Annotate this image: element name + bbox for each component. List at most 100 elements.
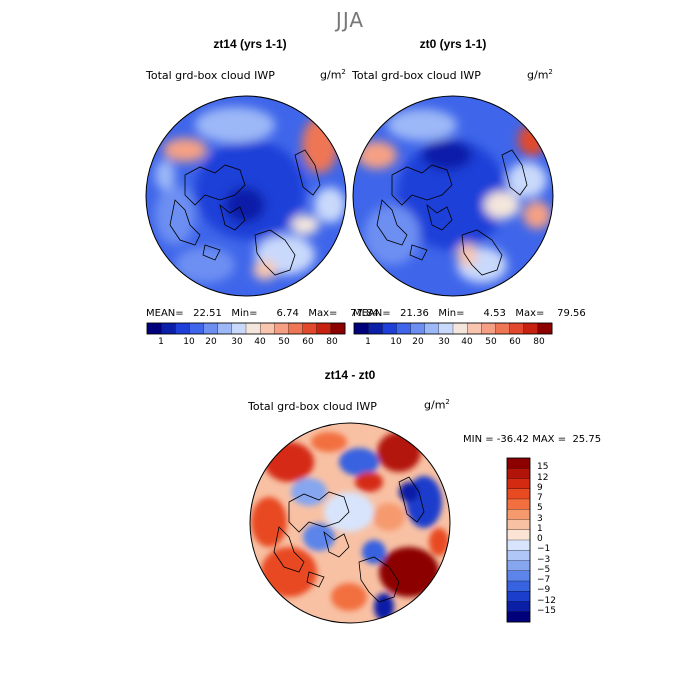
- panel-1-tick-50: 50: [278, 337, 290, 347]
- panel-2-tick-80: 80: [533, 337, 545, 347]
- diff-colorbar-swatch: [506, 519, 531, 531]
- panel-1-polar-map: [145, 95, 347, 297]
- panel-1-tick-60: 60: [302, 337, 314, 347]
- panel-1-colorbar-ticks: 1 10 20 30 40 50 60 80: [147, 337, 345, 349]
- diff-colorbar-swatch: [506, 570, 531, 582]
- panel-1-title: zt14 (yrs 1-1): [213, 37, 287, 51]
- panel-2-units: g/m2: [527, 68, 553, 82]
- diff-colorbar-tick: −1: [537, 544, 551, 555]
- colorbar-swatch: [274, 322, 289, 335]
- colorbar-swatch: [259, 322, 275, 335]
- colorbar-swatch: [523, 322, 539, 335]
- panel-2-title: zt0 (yrs 1-1): [419, 37, 487, 51]
- colorbar-swatch: [160, 322, 176, 335]
- panel-1-variable-label: Total grd-box cloud IWP: [146, 69, 275, 82]
- panel-2-colorbar-ticks: 1 10 20 30 40 50 60 80: [354, 337, 552, 349]
- colorbar-swatch: [509, 322, 525, 335]
- diff-colorbar-tick: 7: [537, 493, 543, 503]
- colorbar-swatch: [330, 322, 346, 335]
- colorbar-swatch: [481, 322, 496, 335]
- diff-colorbar-swatch: [506, 550, 531, 561]
- colorbar-swatch: [452, 322, 468, 335]
- diff-colorbar-tick: 3: [537, 513, 543, 524]
- panel-3-title: zt14 - zt0: [324, 368, 376, 382]
- colorbar-swatch: [146, 322, 162, 335]
- panel-3-colorbar: [506, 457, 531, 623]
- panel-2-tick-20: 20: [412, 337, 424, 347]
- colorbar-swatch: [495, 322, 511, 335]
- diff-colorbar-swatch: [506, 580, 531, 592]
- diff-colorbar-swatch: [506, 457, 531, 469]
- panel-2-tick-50: 50: [485, 337, 497, 347]
- diff-colorbar-swatch: [506, 498, 531, 510]
- diff-colorbar-swatch: [506, 509, 531, 520]
- colorbar-swatch: [410, 322, 426, 335]
- panel-1-colorbar-swatches: [146, 322, 346, 335]
- diff-colorbar-swatch: [506, 560, 531, 572]
- diff-colorbar-tick: 9: [537, 482, 543, 493]
- panel-2-polar-map: [352, 95, 554, 297]
- colorbar-swatch: [231, 322, 247, 335]
- colorbar-swatch: [302, 322, 318, 335]
- diff-colorbar-swatch: [506, 478, 531, 490]
- panel-2-colorbar: [353, 322, 553, 335]
- colorbar-swatch: [189, 322, 205, 335]
- colorbar-swatch: [537, 322, 553, 335]
- colorbar-swatch: [353, 322, 369, 335]
- colorbar-swatch: [396, 322, 412, 335]
- panel-1-tick-30: 30: [231, 337, 243, 347]
- panel-3-colorbar-ticks: 15 12 9 7 5 3 1 0 −1 −3 −5 −7 −9 −12 −15: [537, 458, 567, 622]
- diff-colorbar-tick: 15: [537, 462, 549, 473]
- panel-2-colorbar-swatches: [353, 322, 553, 335]
- figure-title: JJA: [335, 8, 365, 32]
- colorbar-swatch: [288, 322, 304, 335]
- colorbar-swatch: [367, 322, 383, 335]
- diff-colorbar-tick: 5: [537, 503, 543, 514]
- diff-colorbar-tick: 0: [537, 534, 543, 544]
- diff-colorbar-swatch: [506, 529, 531, 541]
- diff-colorbar-tick: −3: [537, 554, 551, 565]
- colorbar-swatch: [245, 322, 261, 335]
- diff-colorbar-tick: 12: [537, 472, 549, 483]
- panel-1-units: g/m2: [320, 68, 346, 82]
- diff-colorbar-swatch: [506, 611, 531, 623]
- panel-2-stats: MEAN= 21.36 Min= 4.53 Max= 79.56: [353, 308, 586, 319]
- diff-colorbar-swatch: [506, 601, 531, 613]
- panel-1-tick-40: 40: [254, 337, 266, 347]
- colorbar-swatch: [424, 322, 440, 335]
- panel-3-stats: MIN = -36.42 MAX = 25.75: [463, 434, 602, 445]
- colorbar-swatch: [382, 322, 397, 335]
- panel-1-tick-80: 80: [326, 337, 338, 347]
- diff-colorbar-swatch: [506, 591, 531, 602]
- diff-colorbar-tick: −7: [537, 575, 551, 585]
- panel-1-tick-1: 1: [158, 337, 164, 347]
- panel-2-tick-30: 30: [438, 337, 450, 347]
- panel-1-tick-20: 20: [205, 337, 217, 347]
- diff-colorbar-tick: 1: [537, 523, 543, 534]
- panel-3-variable-label: Total grd-box cloud IWP: [248, 400, 377, 413]
- colorbar-swatch: [217, 322, 233, 335]
- panel-1-stats: MEAN= 22.51 Min= 6.74 Max= 77.84: [146, 308, 379, 319]
- panel-3-units: g/m2: [424, 398, 450, 412]
- colorbar-swatch: [203, 322, 219, 335]
- panel-2-tick-10: 10: [390, 337, 402, 347]
- panel-2-tick-40: 40: [461, 337, 473, 347]
- panel-3-polar-map: [249, 422, 451, 624]
- diff-colorbar-tick: −12: [537, 595, 556, 606]
- colorbar-swatch: [438, 322, 454, 335]
- colorbar-swatch: [316, 322, 332, 335]
- diff-colorbar-swatch: [506, 488, 531, 500]
- panel-1-colorbar: [146, 322, 346, 335]
- panel-2-variable-label: Total grd-box cloud IWP: [352, 69, 481, 82]
- diff-colorbar-tick: −15: [537, 605, 556, 616]
- panel-3-colorbar-swatches: [506, 457, 531, 623]
- panel-2-tick-1: 1: [365, 337, 371, 347]
- panel-2-tick-60: 60: [509, 337, 521, 347]
- diff-colorbar-tick: −5: [537, 564, 551, 575]
- diff-colorbar-swatch: [506, 468, 531, 479]
- diff-colorbar-swatch: [506, 539, 531, 551]
- colorbar-swatch: [466, 322, 482, 335]
- diff-colorbar-tick: −9: [537, 585, 551, 596]
- panel-1-tick-10: 10: [183, 337, 195, 347]
- colorbar-swatch: [175, 322, 190, 335]
